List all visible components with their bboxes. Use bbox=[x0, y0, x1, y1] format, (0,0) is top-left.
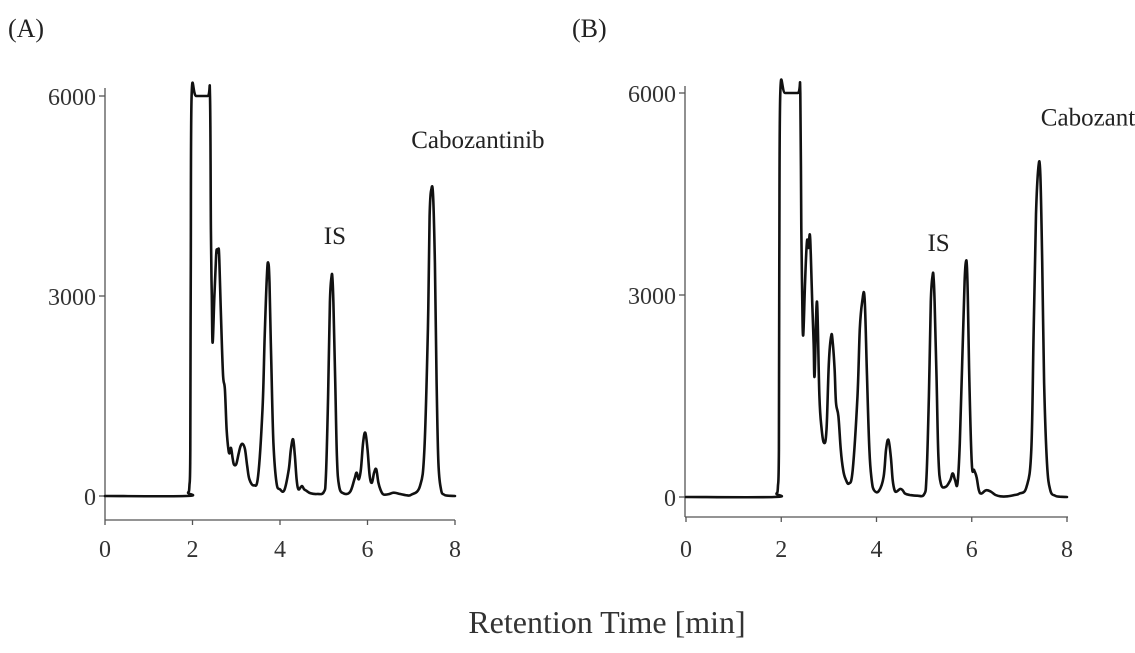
panel-a-peak-label-cabozantinib: Cabozantinib bbox=[411, 127, 544, 154]
panel-b-label: (B) bbox=[572, 14, 607, 43]
panel-a-x-tick-label: 8 bbox=[449, 537, 461, 563]
panel-b-x-tick-label: 0 bbox=[680, 537, 692, 563]
panel-a-y-tick-label: 0 bbox=[84, 485, 96, 511]
panel-a-y-tick-label: 3000 bbox=[48, 285, 96, 311]
panel-b-y-tick-label: 3000 bbox=[628, 284, 676, 310]
panel-a-label: (A) bbox=[8, 14, 44, 43]
panel-a-chromatogram-line bbox=[103, 81, 457, 498]
panel-a-peak-label-is: IS bbox=[324, 223, 346, 250]
panel-b-x-tick-label: 6 bbox=[966, 537, 978, 563]
panel-b-peak-label-is: IS bbox=[927, 230, 949, 257]
panel-a-y-tick-label: 6000 bbox=[48, 85, 96, 111]
panel-a-x-tick-label: 4 bbox=[274, 537, 286, 563]
x-axis-title: Retention Time [min] bbox=[468, 604, 745, 640]
panel-b-x-tick-label: 2 bbox=[775, 537, 787, 563]
panel-b-x-tick-label: 8 bbox=[1061, 537, 1073, 563]
panel-a-x-tick-label: 0 bbox=[99, 537, 111, 563]
panel-b-peak-label-cabozantinib: Cabozantinib bbox=[1041, 104, 1135, 131]
panel-b-peak-labels: IS Cabozantinib bbox=[927, 104, 1135, 257]
panel-b: (B) 0 3000 6000 0 2 4 6 8 IS Cabozantinib bbox=[572, 14, 1135, 563]
panel-a-x-tick-label: 2 bbox=[187, 537, 199, 563]
panel-b-chromatogram-line bbox=[684, 78, 1069, 499]
panel-a-x-tick-label: 6 bbox=[362, 537, 374, 563]
panel-a-peak-labels: IS Cabozantinib bbox=[324, 127, 545, 250]
panel-b-ticks: 0 3000 6000 0 2 4 6 8 bbox=[628, 82, 1073, 563]
panel-a: (A) 0 3000 6000 0 2 4 6 8 IS Cabozantinib bbox=[8, 14, 545, 563]
panel-b-y-tick-label: 0 bbox=[664, 486, 676, 512]
panel-b-y-tick-label: 6000 bbox=[628, 82, 676, 108]
panel-a-ticks: 0 3000 6000 0 2 4 6 8 bbox=[48, 85, 461, 563]
panel-b-x-tick-label: 4 bbox=[871, 537, 883, 563]
